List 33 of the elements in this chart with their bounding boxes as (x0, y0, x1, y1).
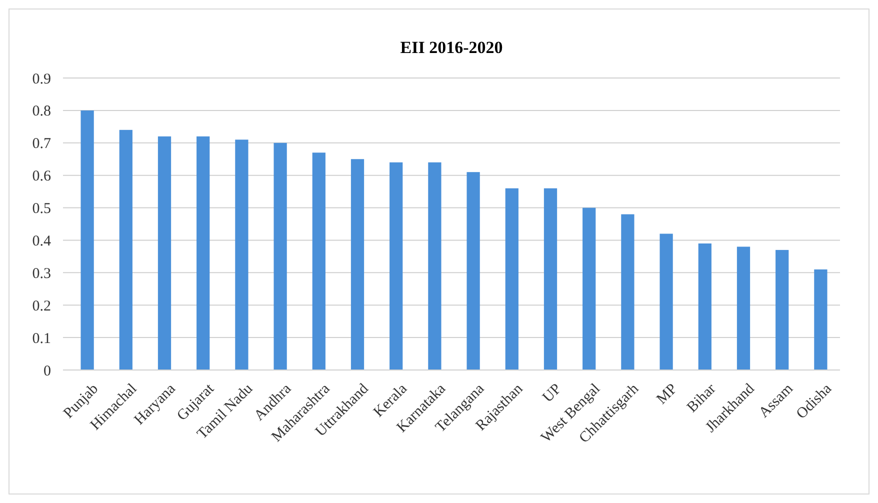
bar (736, 246, 750, 370)
bar (428, 162, 442, 370)
bar (621, 214, 634, 370)
x-tick-label: UP (540, 380, 565, 406)
y-tick-label: 0.6 (32, 168, 52, 185)
x-tick-label: MP (654, 380, 681, 408)
bar (158, 136, 172, 370)
bar (312, 152, 326, 370)
bar (350, 159, 364, 370)
bar (582, 208, 596, 370)
bar (119, 130, 132, 370)
bar (660, 234, 673, 370)
y-tick-label: 0.3 (32, 266, 51, 282)
chart-title: EII 2016-2020 (400, 38, 503, 57)
bar (196, 136, 210, 370)
bar (235, 140, 248, 370)
y-tick-label: 0.5 (32, 201, 51, 218)
y-tick-label: 0 (44, 363, 51, 380)
bar (505, 188, 518, 370)
bar (544, 188, 558, 370)
bar (80, 110, 94, 370)
bar (814, 269, 828, 370)
y-tick-label: 0.7 (32, 136, 52, 152)
bar (274, 142, 287, 370)
bar (466, 172, 480, 370)
y-tick-label: 0.4 (32, 233, 52, 250)
bar (390, 162, 403, 370)
y-tick-label: 0.2 (32, 298, 51, 314)
y-tick-label: 0.9 (32, 71, 51, 88)
bar (776, 250, 789, 370)
y-tick-label: 0.8 (32, 104, 51, 120)
bar (698, 243, 712, 370)
y-tick-label: 0.1 (32, 330, 51, 347)
